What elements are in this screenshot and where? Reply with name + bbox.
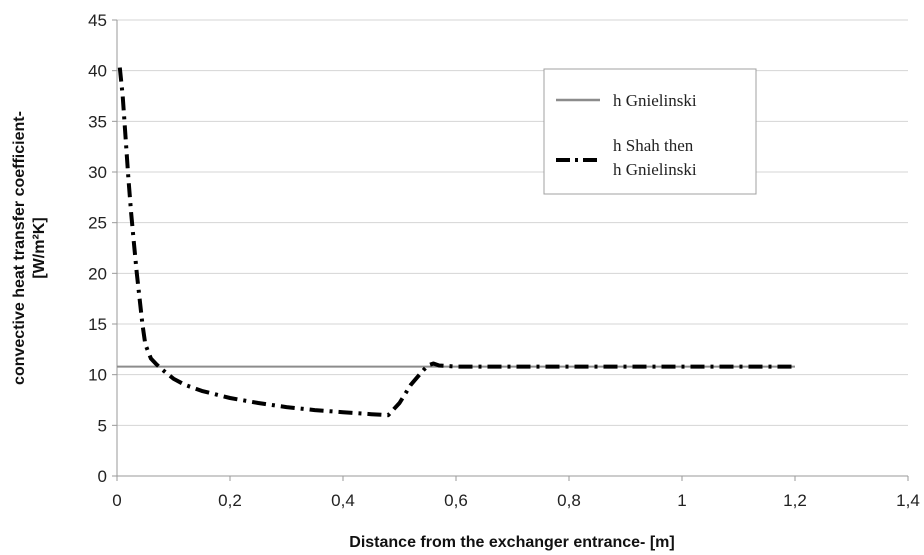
legend-label-shah-line-2: h Gnielinski [613, 160, 697, 179]
y-tick-label: 5 [98, 416, 107, 435]
x-tick-label: 1,4 [896, 491, 920, 510]
x-tick-label: 0,4 [331, 491, 355, 510]
y-tick-label: 40 [88, 62, 107, 81]
y-tick-label: 20 [88, 264, 107, 283]
x-tick-label: 0 [112, 491, 121, 510]
y-tick-label: 25 [88, 214, 107, 233]
legend-box [543, 68, 757, 195]
x-tick-label: 1 [677, 491, 686, 510]
legend-label-shah-line-1: h Shah then [613, 136, 694, 155]
x-tick-label: 0,6 [444, 491, 468, 510]
x-tick-labels: 0 0,2 0,4 0,6 0,8 1 1,2 1,4 [112, 491, 920, 510]
legend: h Gnielinski h Shah then h Gnielinski [543, 68, 757, 195]
y-tick-label: 10 [88, 366, 107, 385]
y-tick-label: 45 [88, 11, 107, 30]
y-tick-label: 30 [88, 163, 107, 182]
y-tick-label: 15 [88, 315, 107, 334]
y-axis-title: convective heat transfer coefficient- [W… [11, 111, 48, 385]
y-axis-title-line-2: [W/m²K] [31, 217, 48, 278]
y-tick-labels: 0 5 10 15 20 25 30 35 40 45 [88, 11, 107, 486]
legend-label-gnielinski: h Gnielinski [613, 91, 697, 110]
x-tick-label: 0,2 [218, 491, 242, 510]
axes [116, 20, 908, 477]
x-tick-label: 1,2 [783, 491, 807, 510]
gridlines [112, 19, 909, 481]
series-line-shah-gnielinski [117, 67, 795, 418]
series-layer [117, 67, 795, 418]
x-tick-label: 0,8 [557, 491, 581, 510]
y-tick-label: 0 [98, 467, 107, 486]
x-axis-title: Distance from the exchanger entrance- [m… [349, 534, 674, 551]
y-axis-title-line-1: convective heat transfer coefficient- [11, 111, 28, 385]
y-tick-label: 35 [88, 112, 107, 131]
